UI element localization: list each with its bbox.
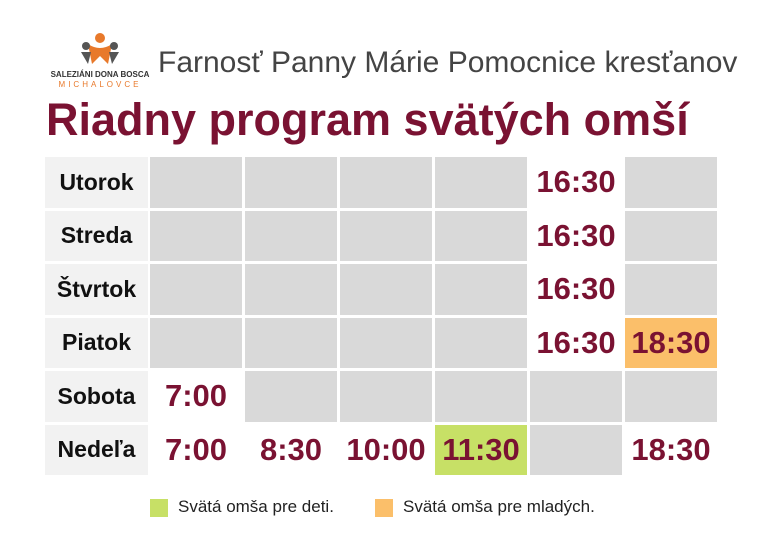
day-label: Streda xyxy=(45,210,148,261)
empty-cell xyxy=(245,157,337,208)
empty-cell xyxy=(625,264,717,315)
day-label: Nedeľa xyxy=(45,424,148,475)
mass-time: 11:30 xyxy=(435,424,527,475)
empty-cell xyxy=(150,157,242,208)
day-label: Utorok xyxy=(45,157,148,208)
logo-icon xyxy=(81,33,119,64)
empty-cell xyxy=(340,264,432,315)
day-label: Štvrtok xyxy=(45,264,148,315)
mass-time: 18:30 xyxy=(625,424,717,475)
empty-cell xyxy=(625,157,717,208)
empty-cell xyxy=(530,424,622,475)
legend-label: Svätá omša pre deti. xyxy=(178,497,334,516)
mass-time: 8:30 xyxy=(245,424,337,475)
empty-cell xyxy=(150,264,242,315)
empty-cell xyxy=(340,210,432,261)
empty-cell xyxy=(340,157,432,208)
empty-cell xyxy=(625,210,717,261)
empty-cell xyxy=(435,264,527,315)
logo-text: SALEZIÁNI DONA BOSCA xyxy=(50,70,150,79)
mass-time: 10:00 xyxy=(340,424,432,475)
page-title: Riadny program svätých omší xyxy=(46,94,689,145)
empty-cell xyxy=(625,371,717,422)
empty-cell xyxy=(435,157,527,208)
empty-cell xyxy=(150,210,242,261)
logo-subtext: MICHALOVCE xyxy=(58,80,142,89)
day-label: Piatok xyxy=(45,317,148,368)
empty-cell xyxy=(245,317,337,368)
empty-cell xyxy=(340,371,432,422)
empty-cell xyxy=(340,317,432,368)
mass-time: 16:30 xyxy=(530,210,622,261)
empty-cell xyxy=(245,371,337,422)
legend-swatch xyxy=(150,499,168,517)
day-label: Sobota xyxy=(45,371,148,422)
empty-cell xyxy=(530,371,622,422)
mass-time: 7:00 xyxy=(150,371,242,422)
mass-time: 16:30 xyxy=(530,264,622,315)
mass-time: 16:30 xyxy=(530,157,622,208)
empty-cell xyxy=(245,264,337,315)
empty-cell xyxy=(150,317,242,368)
mass-time: 18:30 xyxy=(625,317,717,368)
parish-name: Farnosť Panny Márie Pomocnice kresťanov xyxy=(158,46,738,79)
legend-label: Svätá omša pre mladých. xyxy=(403,497,595,516)
empty-cell xyxy=(245,210,337,261)
empty-cell xyxy=(435,317,527,368)
legend-swatch xyxy=(375,499,393,517)
mass-time: 16:30 xyxy=(530,317,622,368)
mass-time: 7:00 xyxy=(150,424,242,475)
empty-cell xyxy=(435,371,527,422)
empty-cell xyxy=(435,210,527,261)
